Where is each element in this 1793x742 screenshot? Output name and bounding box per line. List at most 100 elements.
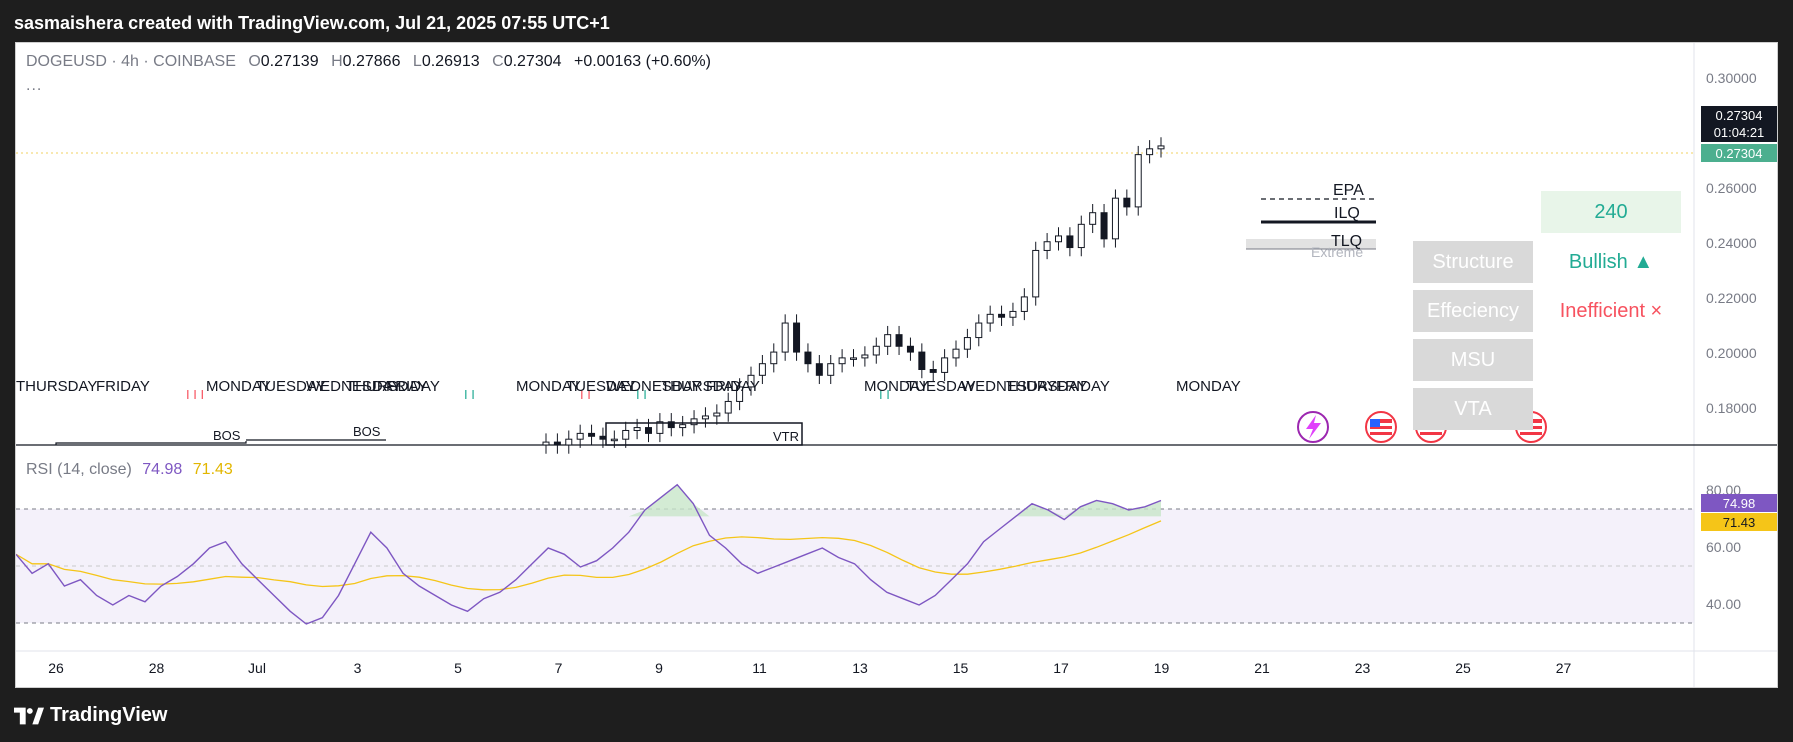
candle-body [1123, 197, 1131, 208]
time-axis[interactable]: 26 28 Jul 3 5 7 9 11 13 15 17 19 21 23 25 27 [48, 660, 1571, 676]
time-tick: 25 [1455, 660, 1471, 676]
price-tick: 0.20000 [1706, 345, 1757, 361]
price-axis[interactable]: 0.30000 0.26000 0.24000 0.22000 0.20000 … [1706, 70, 1757, 416]
candle-body [1020, 296, 1028, 312]
session-label: FRIDAY [386, 378, 440, 395]
candle-body [975, 322, 983, 339]
rsi-ma-line [16, 520, 1162, 591]
candle-body [713, 412, 721, 417]
candle-body [1111, 197, 1119, 240]
ilq-label: ILQ [1334, 205, 1360, 222]
time-tick: 11 [752, 660, 767, 676]
symbol-legend[interactable]: DOGEUSD · 4h · COINBASE O0.27139 H0.2786… [26, 53, 711, 70]
bos-line-1 [55, 441, 247, 445]
candle-body [827, 363, 835, 376]
price-tick: 0.26000 [1706, 180, 1757, 196]
chart-frame[interactable]: EPA ILQ TLQ Extreme BOS BOS VTR I I I I … [15, 42, 1778, 688]
candle-body [850, 357, 857, 360]
rsi-band [16, 509, 1694, 623]
candle-body [838, 357, 846, 365]
time-tick: 7 [555, 660, 563, 676]
last-price-tag: 0.27304 01:04:21 [1701, 106, 1777, 142]
candle-body [542, 441, 550, 446]
session-label: MONDAY [206, 378, 271, 395]
candle-body [656, 421, 664, 434]
session-label: FRIDAY [1056, 378, 1110, 395]
time-tick: 23 [1355, 660, 1371, 676]
candle-body [998, 313, 1006, 318]
session-label: WEDNESDAY [306, 378, 402, 395]
legend-more-button[interactable]: ... [26, 77, 43, 94]
msu-label: MSU [1450, 348, 1496, 371]
symbol-name[interactable]: DOGEUSD [26, 53, 107, 70]
rsi-ma-tag-value: 71.43 [1722, 514, 1756, 530]
close-value: 0.27304 [503, 53, 562, 70]
price-tick: 0.30000 [1706, 70, 1757, 86]
candle-body [645, 427, 652, 434]
candle-body [588, 432, 596, 437]
candle-body [724, 400, 732, 414]
session-label: THURSDAY [661, 378, 742, 395]
time-tick: 26 [48, 660, 64, 676]
rsi-legend[interactable]: RSI (14, close) 74.98 71.43 [26, 461, 233, 479]
candle-body [576, 432, 584, 440]
bos-label-1: BOS [213, 428, 241, 443]
tlq-label: TLQ [1331, 233, 1362, 250]
epa-label: EPA [1333, 182, 1364, 199]
structure-label: Structure [1432, 250, 1514, 273]
mark-ii-1: I I [464, 387, 475, 402]
candle-body [986, 313, 994, 324]
candle-body [804, 351, 812, 365]
candle-body [1032, 249, 1040, 298]
last-price-value-2: 0.27304 [1715, 145, 1763, 161]
mark-ii-3: I I [636, 387, 647, 402]
change-value: +0.00163 (+0.60%) [573, 53, 711, 70]
last-price-value: 0.27304 [1715, 108, 1763, 123]
candle-body [679, 424, 687, 429]
tradingview-logo[interactable]: TradingView [14, 704, 167, 727]
rsi-value: 74.98 [142, 461, 183, 478]
candle-body [770, 351, 778, 365]
low-value: 0.26913 [421, 53, 480, 70]
vta-label: VTA [1454, 397, 1492, 420]
low-label: L [412, 53, 422, 70]
candle-body [667, 421, 675, 429]
candle-body [872, 345, 880, 356]
candle-body [736, 386, 744, 402]
candle-body [793, 322, 801, 353]
candle-body [690, 418, 698, 426]
candle-body [1043, 241, 1051, 251]
candle-body [963, 337, 971, 350]
bos-label-2: BOS [353, 424, 381, 439]
candle-body [906, 345, 914, 353]
extreme-label: Extreme [1311, 244, 1363, 260]
time-tick: 21 [1254, 660, 1270, 676]
session-label: MONDAY [1176, 378, 1241, 395]
candle-body [599, 435, 607, 440]
time-tick: Jul [248, 660, 266, 676]
rsi-tick: 60.00 [1706, 539, 1741, 555]
candle-body [565, 438, 573, 446]
close-label: C [492, 53, 504, 70]
price-tick: 0.18000 [1706, 400, 1757, 416]
time-tick: 3 [354, 660, 362, 676]
time-tick: 13 [852, 660, 868, 676]
session-label: FRIDAY [96, 378, 150, 395]
session-label: MONDAY [516, 378, 581, 395]
interval[interactable]: 4h [121, 53, 139, 70]
high-label: H [331, 53, 343, 70]
timeframe-cell: 240 [1541, 191, 1681, 233]
candle-body [633, 427, 641, 431]
msu-label-cell: MSU [1413, 339, 1533, 381]
exchange: COINBASE [153, 53, 236, 70]
candle-body [758, 363, 766, 376]
time-tick: 28 [149, 660, 165, 676]
candle-body [895, 334, 903, 347]
us-flag-icon[interactable] [1365, 411, 1397, 443]
candle-body [1134, 154, 1142, 208]
candle-body [622, 429, 630, 440]
price-tick: 0.24000 [1706, 235, 1757, 251]
candle-body [952, 348, 960, 359]
lightning-icon[interactable] [1297, 411, 1329, 443]
candle-body [918, 351, 926, 371]
